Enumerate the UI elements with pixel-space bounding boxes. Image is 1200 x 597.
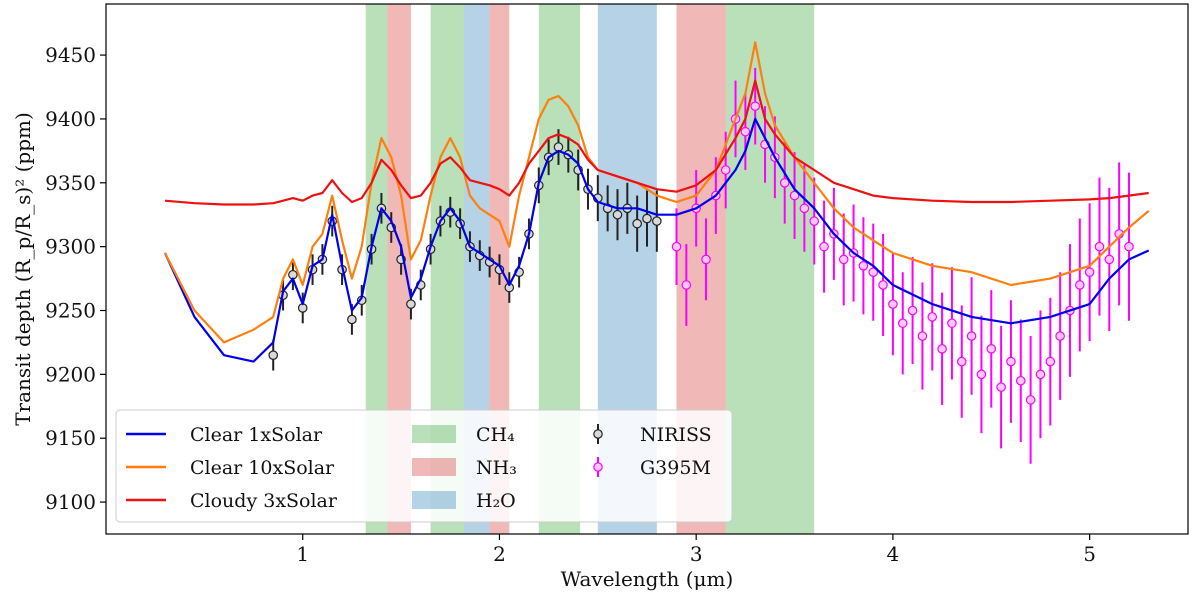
legend: Clear 1xSolar Clear 10xSolar Cloudy 3xSola… [115, 409, 733, 523]
band-ch4-0 [365, 4, 388, 534]
line-clear-10xsolar [164, 41, 1150, 344]
y-tick-label: 9150 [45, 426, 96, 450]
g395m-point [720, 165, 731, 175]
legend-label: Cloudy 3xSolar [190, 490, 338, 512]
legend-marker-swatch [593, 429, 603, 439]
g395m-point [966, 331, 977, 341]
g395m-point [917, 331, 928, 341]
niriss-point [642, 213, 652, 224]
g395m-point [1015, 375, 1026, 386]
g395m-point [789, 190, 800, 201]
g395m-point [799, 203, 810, 214]
g395m-point [907, 305, 918, 316]
g395m-point [1075, 280, 1085, 290]
y-tick-label: 9300 [45, 235, 96, 259]
legend-label: NIRISS [640, 424, 712, 446]
y-tick-label: 9350 [45, 171, 96, 195]
g395m-point [701, 254, 711, 265]
g395m-point [937, 344, 947, 354]
legend-band-swatch [412, 491, 456, 509]
g395m-point [986, 344, 997, 354]
y-tick-label: 9250 [45, 299, 96, 323]
model-lines [164, 41, 1150, 363]
g395m-point [681, 280, 692, 290]
g395m-point [809, 216, 820, 226]
legend-band-swatch [412, 425, 456, 443]
g395m-point [1094, 241, 1105, 252]
legend-marker-swatch [593, 462, 603, 472]
legend-label: NH₃ [476, 457, 517, 479]
g395m-point [671, 241, 682, 252]
g395m-point [927, 312, 938, 322]
y-axis-label: Transit depth (R_p/R_s)² (ppm) [11, 112, 35, 426]
g395m-point [1025, 395, 1036, 405]
g395m-point [888, 299, 898, 309]
g395m-point [976, 369, 987, 380]
niriss-point [406, 299, 416, 309]
band-nh3-0 [387, 4, 411, 534]
g395m-point [947, 318, 957, 329]
niriss-point [632, 218, 642, 229]
g395m-point [897, 318, 908, 329]
g395m-point [1045, 356, 1056, 367]
x-tick-label: 5 [1083, 542, 1096, 566]
g395m-point [1084, 267, 1095, 277]
g395m-point [858, 261, 869, 271]
axis-ticks: 1 2 3 4 5 9100 9150 9200 9250 9300 9350 9400 9450 [45, 43, 1096, 566]
g395m-point [779, 177, 790, 188]
y-tick-label: 9450 [45, 43, 96, 67]
x-axis-label: Wavelength (μm) [561, 567, 734, 591]
band-ch4-3 [725, 4, 815, 534]
g395m-point [996, 382, 1006, 392]
legend-box [115, 409, 733, 523]
niriss-point [268, 350, 279, 361]
g395m-point [1104, 254, 1115, 265]
y-tick-label: 9100 [45, 490, 96, 514]
g395m-point [838, 254, 849, 265]
x-tick-label: 4 [887, 542, 900, 566]
y-tick-label: 9400 [45, 107, 96, 131]
g395m-point [956, 356, 967, 367]
plot-frame [105, 3, 1189, 535]
niriss-point [652, 216, 662, 226]
g395m-point [1006, 356, 1016, 367]
g395m-point [819, 241, 829, 252]
y-tick-label: 9200 [45, 362, 96, 386]
observation-points [268, 67, 1134, 464]
legend-label: G395M [640, 457, 711, 479]
niriss-point [347, 314, 357, 325]
legend-label: Clear 1xSolar [190, 424, 323, 446]
g395m-point [1035, 369, 1046, 380]
x-tick-label: 3 [690, 542, 703, 566]
legend-label: H₂O [476, 490, 516, 512]
g395m-point [878, 280, 888, 290]
x-tick-label: 1 [296, 542, 309, 566]
g395m-point [740, 126, 751, 137]
x-tick-label: 2 [493, 542, 506, 566]
g395m-point [1124, 241, 1134, 252]
legend-label: CH₄ [476, 424, 515, 446]
g395m-point [1055, 331, 1065, 341]
g395m-point [868, 267, 879, 277]
g395m-point [750, 101, 760, 111]
legend-band-swatch [412, 458, 456, 476]
line-clear-1xsolar [164, 117, 1150, 363]
legend-label: Clear 10xSolar [190, 457, 335, 479]
niriss-point [612, 209, 623, 220]
line-cloudy-3xsolar [164, 79, 1149, 206]
